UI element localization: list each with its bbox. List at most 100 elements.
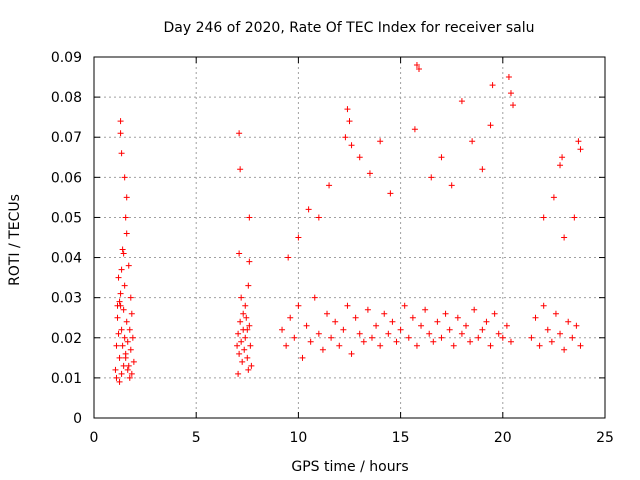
data-point	[418, 322, 425, 329]
data-point	[430, 338, 437, 345]
data-point	[240, 310, 247, 317]
y-tick-label: 0.09	[51, 50, 82, 66]
data-point	[540, 302, 547, 309]
data-point	[245, 366, 252, 373]
data-point	[458, 330, 465, 337]
data-point	[342, 134, 349, 141]
data-point	[340, 326, 347, 333]
data-point	[442, 310, 449, 317]
data-point	[248, 362, 255, 369]
data-point	[344, 302, 351, 309]
data-point	[528, 334, 535, 341]
data-point	[237, 166, 244, 173]
data-point	[479, 166, 486, 173]
data-point	[450, 342, 457, 349]
data-point	[458, 98, 465, 105]
y-tick-label: 0.07	[51, 130, 82, 146]
data-point	[120, 362, 127, 369]
data-point	[126, 326, 133, 333]
y-tick-label: 0.04	[51, 251, 82, 267]
data-point	[117, 290, 124, 297]
data-point	[505, 74, 512, 81]
data-point	[238, 294, 245, 301]
y-tick-label: 0.01	[51, 371, 82, 387]
data-point	[565, 318, 572, 325]
data-point	[415, 66, 422, 73]
data-point	[238, 338, 245, 345]
data-point	[246, 258, 253, 265]
data-point	[324, 310, 331, 317]
data-point	[125, 362, 132, 369]
data-point	[283, 342, 290, 349]
data-point	[356, 330, 363, 337]
data-point	[117, 130, 124, 137]
data-point	[540, 214, 547, 221]
data-point	[295, 234, 302, 241]
data-point	[413, 342, 420, 349]
data-point	[491, 310, 498, 317]
data-point	[119, 342, 126, 349]
data-point	[401, 302, 408, 309]
data-point	[122, 354, 129, 361]
data-point	[487, 342, 494, 349]
data-point	[319, 346, 326, 353]
data-point	[303, 322, 310, 329]
data-point	[245, 282, 252, 289]
data-point	[385, 330, 392, 337]
data-point	[573, 322, 580, 329]
data-point	[114, 314, 121, 321]
data-point	[299, 354, 306, 361]
data-point	[305, 206, 312, 213]
data-point	[128, 370, 135, 377]
data-point	[112, 366, 119, 373]
data-point	[487, 122, 494, 129]
data-point	[507, 90, 514, 97]
data-point	[360, 338, 367, 345]
data-point	[422, 306, 429, 313]
data-point	[124, 338, 131, 345]
data-point	[241, 346, 248, 353]
data-point	[236, 350, 243, 357]
grid-lines	[94, 57, 605, 418]
plot-frame	[93, 56, 606, 419]
data-point	[328, 334, 335, 341]
data-point	[121, 282, 128, 289]
data-point	[315, 330, 322, 337]
data-point	[548, 338, 555, 345]
data-point	[235, 370, 242, 377]
y-tick-label: 0.06	[51, 170, 82, 186]
data-point	[389, 318, 396, 325]
data-point	[577, 342, 584, 349]
data-point	[311, 294, 318, 301]
data-point	[127, 346, 134, 353]
data-point	[234, 342, 241, 349]
data-point	[471, 306, 478, 313]
data-point	[244, 354, 251, 361]
data-point	[115, 274, 122, 281]
data-point	[117, 118, 124, 125]
data-point	[123, 194, 130, 201]
x-tick-label: 20	[494, 430, 512, 446]
data-point	[495, 330, 502, 337]
x-tick-label: 25	[596, 430, 614, 446]
data-point	[235, 330, 242, 337]
data-point	[116, 378, 123, 385]
data-point	[499, 334, 506, 341]
data-point	[121, 334, 128, 341]
data-point	[287, 314, 294, 321]
y-tick-label: 0.03	[51, 291, 82, 307]
x-tick-label: 0	[90, 430, 99, 446]
data-point	[438, 154, 445, 161]
data-point	[561, 346, 568, 353]
data-point	[438, 334, 445, 341]
data-point	[571, 214, 578, 221]
data-point	[413, 62, 420, 69]
data-point	[346, 118, 353, 125]
data-point	[503, 322, 510, 329]
data-point	[242, 334, 249, 341]
data-point	[285, 254, 292, 261]
data-point	[469, 138, 476, 145]
data-point	[366, 170, 373, 177]
y-tick-label: 0.05	[51, 210, 82, 226]
